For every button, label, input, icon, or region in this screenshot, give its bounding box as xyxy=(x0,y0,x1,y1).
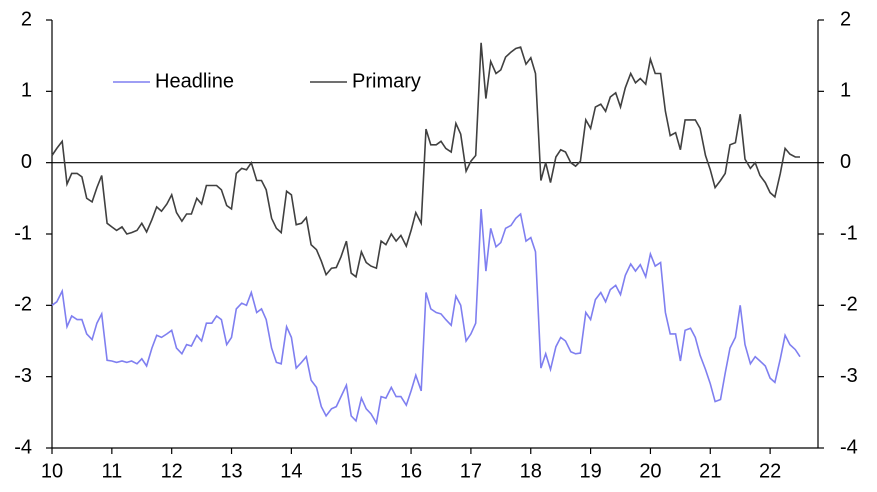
y2-tick-label: -2 xyxy=(840,294,858,316)
x-tick-label: 14 xyxy=(280,460,302,482)
y2-tick-label: -3 xyxy=(840,365,858,387)
y-tick-label: 0 xyxy=(21,151,32,173)
y2-tick-label: 0 xyxy=(840,151,851,173)
y-tick-label: -1 xyxy=(14,222,32,244)
x-tick-label: 12 xyxy=(161,460,183,482)
y2-tick-label: -4 xyxy=(840,436,858,458)
x-tick-label: 19 xyxy=(579,460,601,482)
series-line xyxy=(51,42,800,279)
y2-tick-label: 2 xyxy=(840,8,851,30)
y-tick-label: 1 xyxy=(21,80,32,102)
y-tick-label: -2 xyxy=(14,294,32,316)
y2-tick-label: -1 xyxy=(840,222,858,244)
x-tick-label: 18 xyxy=(520,460,542,482)
y-tick-label: -3 xyxy=(14,365,32,387)
x-tick-label: 16 xyxy=(400,460,422,482)
y-tick-label: 2 xyxy=(21,8,32,30)
x-tick-label: 13 xyxy=(220,460,242,482)
x-tick-label: 10 xyxy=(41,460,63,482)
series-line xyxy=(51,208,801,426)
y-tick-label: -4 xyxy=(14,436,32,458)
x-tick-label: 22 xyxy=(759,460,781,482)
x-tick-label: 21 xyxy=(699,460,721,482)
x-tick-label: 11 xyxy=(101,460,122,482)
x-tick-label: 20 xyxy=(639,460,661,482)
legend-label: Headline xyxy=(155,70,234,92)
x-tick-label: 15 xyxy=(340,460,362,482)
y2-tick-label: 1 xyxy=(840,80,851,102)
x-tick-label: 17 xyxy=(460,460,482,482)
legend-label: Primary xyxy=(352,70,421,92)
